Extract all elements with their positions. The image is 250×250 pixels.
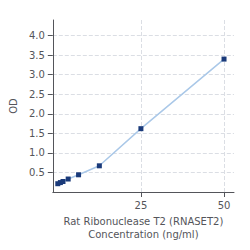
svg-text:1.5: 1.5 bbox=[29, 128, 45, 139]
svg-text:Rat Ribonuclease T2 (RNASET2): Rat Ribonuclease T2 (RNASET2) bbox=[64, 216, 224, 227]
svg-text:3.0: 3.0 bbox=[29, 69, 45, 80]
svg-text:Concentration (ng/ml): Concentration (ng/ml) bbox=[88, 229, 198, 240]
svg-text:50: 50 bbox=[218, 200, 231, 211]
svg-text:25: 25 bbox=[135, 200, 148, 211]
svg-text:0.5: 0.5 bbox=[29, 167, 45, 178]
svg-text:3.5: 3.5 bbox=[29, 50, 45, 61]
svg-text:1.0: 1.0 bbox=[29, 147, 45, 158]
svg-text:2.5: 2.5 bbox=[29, 89, 45, 100]
svg-text:2.0: 2.0 bbox=[29, 108, 45, 119]
svg-text:4.0: 4.0 bbox=[29, 30, 45, 41]
svg-text:OD: OD bbox=[8, 98, 19, 114]
